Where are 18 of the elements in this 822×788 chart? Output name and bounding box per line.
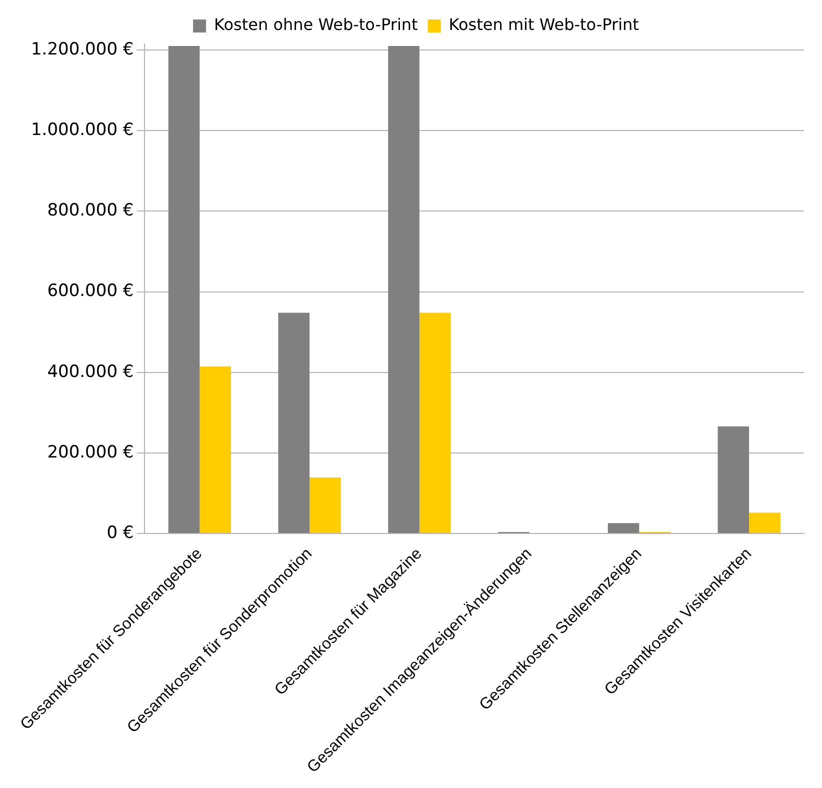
legend-label: Kosten ohne Web-to-Print [214,15,418,34]
bar [168,46,200,534]
y-tick-label: 1.000.000 € [30,120,134,140]
bar [388,46,420,534]
bar [608,523,640,534]
y-tick-label: 0 € [106,522,134,543]
bar [749,512,780,534]
y-tick-label: 200.000 € [47,442,134,462]
y-tick-label: 400.000 € [47,362,134,382]
y-tick-label: 800.000 € [47,200,134,221]
y-tick-label: 600.000 € [47,281,134,302]
bar [200,366,231,534]
bar [419,312,451,534]
legend-label: Kosten mit Web-to-Print [448,15,639,34]
bar [310,478,341,534]
bar [278,312,310,534]
y-tick-label: 1.200.000 € [30,39,134,60]
bar [718,426,750,534]
